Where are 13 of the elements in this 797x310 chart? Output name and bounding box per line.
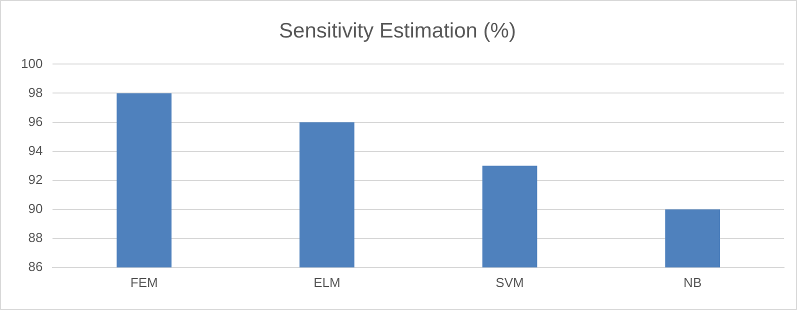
y-tick-label: 98 xyxy=(28,84,43,100)
y-tick-label: 94 xyxy=(28,142,43,158)
y-tick-label: 100 xyxy=(20,56,43,71)
x-tick-label: ELM xyxy=(314,274,340,290)
y-tick-label: 90 xyxy=(28,200,43,216)
x-tick-label: SVM xyxy=(496,274,524,290)
x-tick-label: FEM xyxy=(130,274,158,290)
chart-title: Sensitivity Estimation (%) xyxy=(279,19,516,42)
y-tick-label: 96 xyxy=(28,114,43,129)
x-tick-label: NB xyxy=(684,274,702,290)
y-tick-label: 92 xyxy=(28,172,43,187)
y-tick-label: 86 xyxy=(28,258,43,274)
y-tick-label: 88 xyxy=(28,230,43,245)
